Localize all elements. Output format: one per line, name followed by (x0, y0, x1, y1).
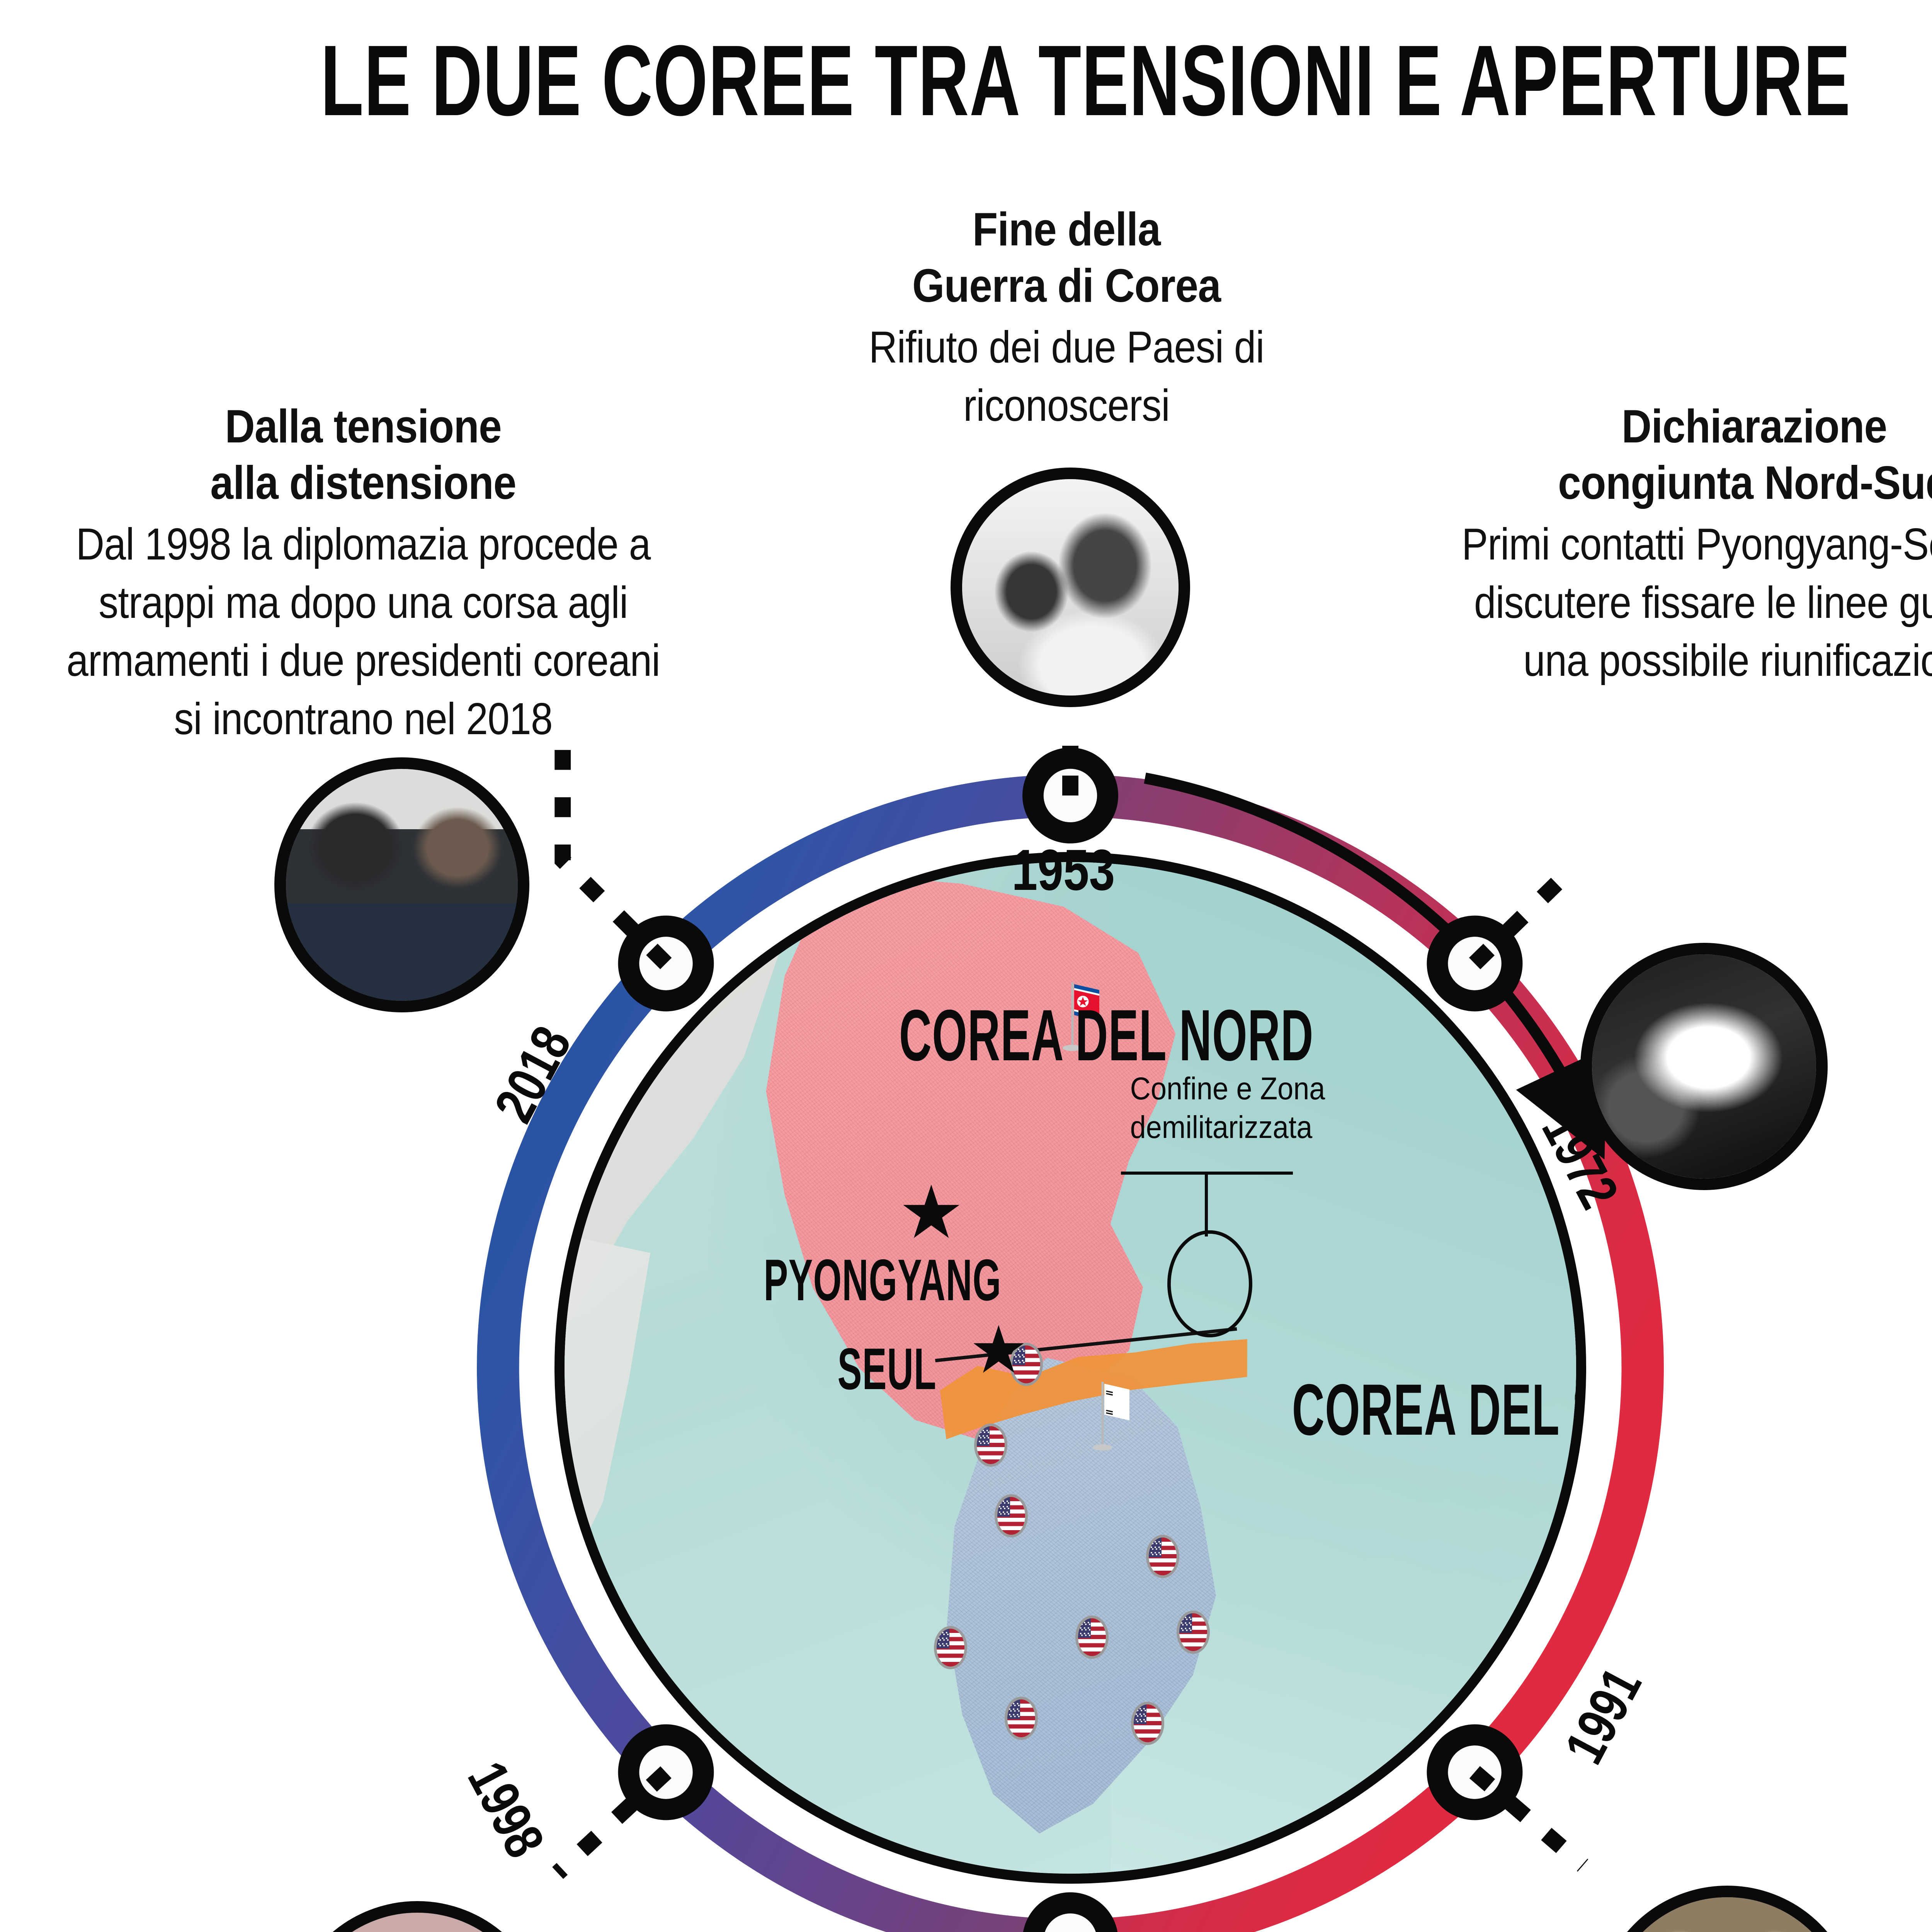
dmz-highlight-ring (1167, 1230, 1253, 1338)
event-photo-1972 (1580, 943, 1828, 1190)
map-label-north-korea: COREA DEL NORD (899, 995, 1314, 1076)
dmz-callout-label: Confine e Zona demilitarizzata (1130, 1071, 1325, 1145)
page-title: LE DUE COREE TRA TENSIONI E APERTURE (320, 25, 1851, 137)
event-photo-1953 (951, 468, 1190, 707)
map-label-pyongyang: PYONGYANG (764, 1247, 1002, 1313)
us-base-pin (934, 1626, 967, 1669)
year-label-1953: 1953 (1012, 837, 1115, 902)
us-base-pin (994, 1494, 1028, 1538)
event-heading-line1: Dichiarazione (1621, 400, 1888, 452)
us-base-pin (1146, 1534, 1180, 1578)
event-body: Rifiuto dei due Paesi di riconoscersi (869, 321, 1264, 430)
event-heading-line1: Fine della (972, 203, 1161, 255)
capital-star-icon: ★ (969, 1313, 1028, 1387)
south-korea-flag-icon (1093, 1382, 1130, 1451)
us-base-pin (1075, 1616, 1109, 1659)
event-block-2018: Dalla tensione alla distensione Dal 1998… (15, 398, 711, 748)
event-heading-line2: Guerra di Corea (912, 259, 1221, 312)
us-base-pin (1004, 1696, 1038, 1740)
event-heading-line2: congiunta Nord-Sud (1558, 456, 1932, 509)
us-base-pin (974, 1423, 1008, 1467)
us-base-pin (1009, 1342, 1043, 1386)
event-photo-2018 (274, 757, 529, 1012)
map-label-seul: SEUL (837, 1336, 937, 1402)
event-block-1972: Dichiarazione congiunta Nord-Sud Primi c… (1406, 398, 1932, 690)
us-base-pin (1131, 1701, 1165, 1745)
us-base-pin (1176, 1611, 1210, 1654)
event-body: Dal 1998 la diplomazia procede a strappi… (66, 519, 660, 744)
map-label-south-korea: COREA DEL SUD (1292, 1369, 1576, 1451)
korea-map: COREA DEL NORD COREA DEL SUD PYONGYANG S… (554, 852, 1586, 1884)
event-body: Primi contatti Pyongyang-Seul per discut… (1461, 519, 1932, 686)
event-block-1953: Fine della Guerra di Corea Rifiuto dei d… (719, 201, 1414, 434)
north-korea-flag-icon (1062, 982, 1099, 1051)
capital-star-icon: ★ (898, 1171, 964, 1253)
dmz-leader-line (1205, 1172, 1208, 1236)
event-heading-line1: Dalla tensione (225, 400, 502, 452)
event-heading-line2: alla distensione (210, 456, 516, 509)
